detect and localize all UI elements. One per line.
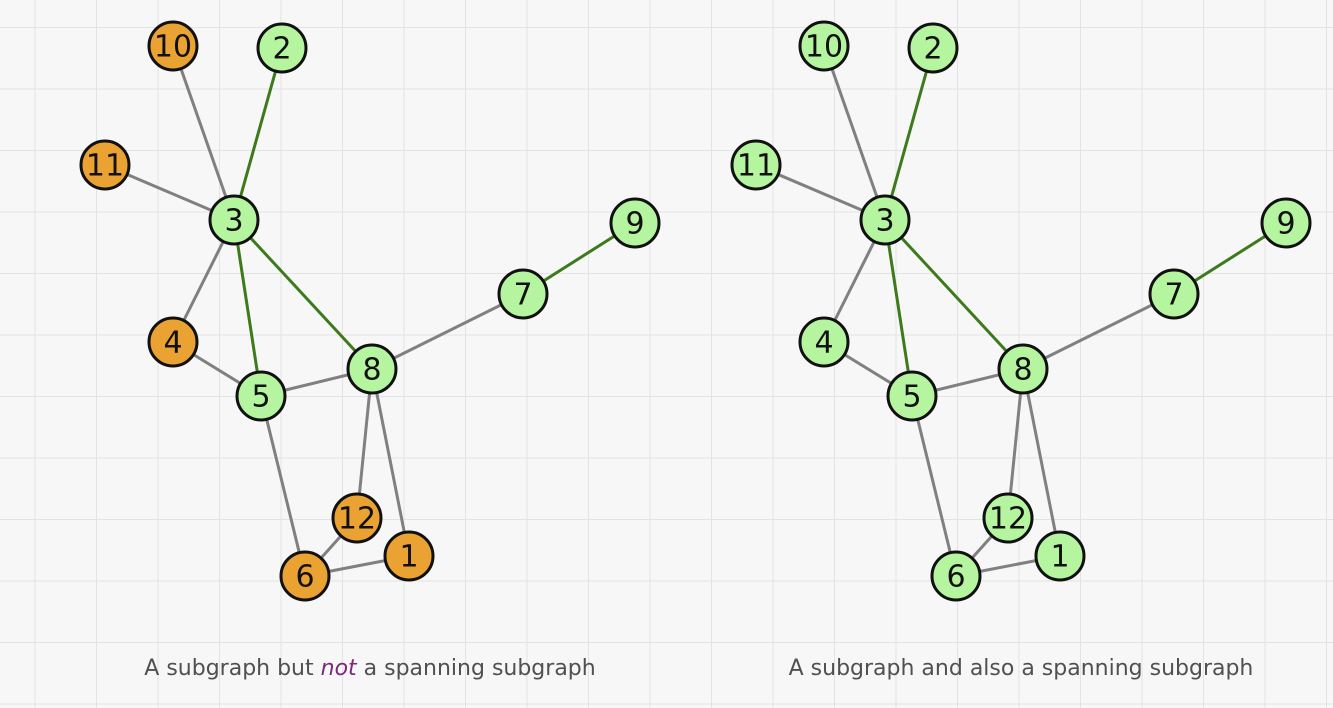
node-label: 4	[163, 326, 182, 361]
node-circle	[859, 194, 911, 246]
node-10: 10	[798, 20, 850, 72]
node-circle	[256, 22, 308, 74]
node-circle	[279, 550, 331, 602]
node-circle	[147, 20, 199, 72]
node-label: 8	[1013, 353, 1032, 388]
node-label: 5	[902, 380, 921, 415]
node-label: 2	[923, 32, 942, 67]
node-circle	[147, 316, 199, 368]
node-label: 9	[1276, 207, 1295, 242]
caption-left-after: a spanning subgraph	[356, 656, 596, 681]
node-5: 5	[886, 370, 938, 422]
node-circle	[208, 194, 260, 246]
node-circle	[346, 343, 398, 395]
node-11: 11	[79, 139, 131, 191]
node-label: 10	[154, 30, 192, 65]
node-label: 5	[251, 380, 270, 415]
node-4: 4	[147, 316, 199, 368]
node-6: 6	[930, 550, 982, 602]
node-circle	[1148, 268, 1200, 320]
edge-3-8	[232, 218, 374, 371]
caption-right: A subgraph and also a spanning subgraph	[789, 656, 1254, 681]
node-label: 4	[814, 326, 833, 361]
node-8: 8	[997, 343, 1049, 395]
node-label: 6	[295, 560, 314, 595]
edge-10-3	[822, 45, 887, 221]
node-1: 1	[383, 530, 435, 582]
node-12: 12	[331, 492, 383, 544]
edge-3-5	[883, 219, 914, 397]
caption-left-emphasis: not	[320, 656, 357, 681]
node-label: 2	[272, 32, 291, 67]
edge-3-5	[232, 219, 263, 397]
node-circle	[730, 139, 782, 191]
node-label: 11	[86, 149, 124, 184]
node-label: 10	[805, 30, 843, 65]
node-8: 8	[346, 343, 398, 395]
node-circle	[907, 22, 959, 74]
node-9: 9	[1260, 197, 1312, 249]
node-2: 2	[907, 22, 959, 74]
node-circle	[798, 20, 850, 72]
node-circle	[997, 343, 1049, 395]
node-2: 2	[256, 22, 308, 74]
node-circle	[331, 492, 383, 544]
node-circle	[886, 370, 938, 422]
node-circle	[383, 530, 435, 582]
caption-left: A subgraph but not a spanning subgraph	[144, 656, 595, 681]
node-circle	[930, 550, 982, 602]
node-6: 6	[279, 550, 331, 602]
node-1: 1	[1034, 530, 1086, 582]
node-11: 11	[730, 139, 782, 191]
node-label: 11	[737, 149, 775, 184]
node-label: 1	[1050, 540, 1069, 575]
node-4: 4	[798, 316, 850, 368]
node-label: 1	[399, 540, 418, 575]
node-label: 7	[513, 278, 532, 313]
node-label: 12	[989, 502, 1027, 537]
node-10: 10	[147, 20, 199, 72]
node-label: 6	[946, 560, 965, 595]
caption-right-before: A subgraph and also a spanning subgraph	[788, 656, 1254, 681]
node-7: 7	[497, 268, 549, 320]
caption-left-before: A subgraph but	[144, 656, 321, 681]
node-7: 7	[1148, 268, 1200, 320]
node-label: 12	[338, 502, 376, 537]
edge-8-1	[370, 368, 411, 557]
node-circle	[497, 268, 549, 320]
edge-3-8	[883, 218, 1025, 371]
edge-8-1	[1021, 368, 1062, 557]
node-circle	[1260, 197, 1312, 249]
node-circle	[982, 492, 1034, 544]
node-9: 9	[609, 197, 661, 249]
node-circle	[1034, 530, 1086, 582]
node-circle	[79, 139, 131, 191]
edge-10-3	[171, 45, 236, 221]
node-circle	[235, 370, 287, 422]
node-12: 12	[982, 492, 1034, 544]
edge-5-6	[259, 395, 307, 577]
node-label: 7	[1164, 278, 1183, 313]
node-5: 5	[235, 370, 287, 422]
node-3: 3	[208, 194, 260, 246]
edge-2-3	[232, 47, 284, 221]
edge-8-7	[1022, 292, 1175, 371]
node-circle	[798, 316, 850, 368]
node-label: 8	[362, 353, 381, 388]
node-label: 9	[625, 207, 644, 242]
node-label: 3	[875, 204, 894, 239]
node-circle	[609, 197, 661, 249]
edge-5-6	[910, 395, 958, 577]
node-label: 3	[224, 204, 243, 239]
edge-2-3	[883, 47, 935, 221]
edge-8-7	[371, 292, 524, 371]
node-3: 3	[859, 194, 911, 246]
